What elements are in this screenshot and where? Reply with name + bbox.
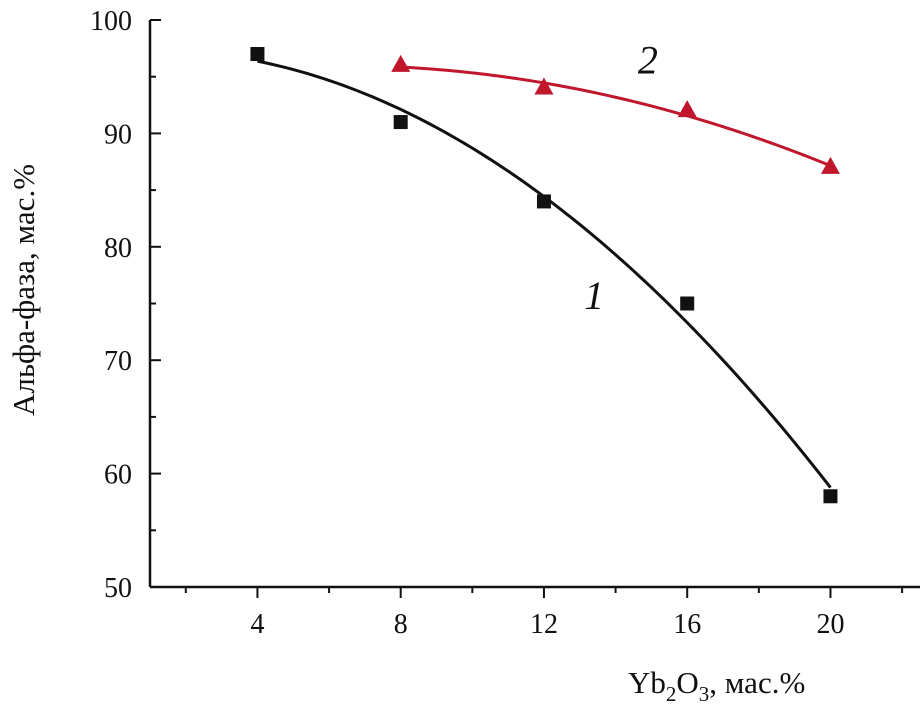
series-2-point bbox=[534, 77, 554, 95]
x-axis-title-main: Yb bbox=[628, 665, 666, 700]
y-tick-label: 70 bbox=[104, 346, 132, 377]
x-axis-title-sub2: 3 bbox=[699, 682, 710, 706]
y-axis-title: Альфа-фаза, мас.% bbox=[6, 164, 41, 416]
series-1-point bbox=[250, 47, 265, 62]
series-1-point bbox=[393, 115, 408, 130]
x-tick-label: 8 bbox=[394, 609, 408, 640]
series-2-point bbox=[820, 156, 840, 174]
x-axis-title-sub1: 2 bbox=[666, 682, 677, 706]
y-tick-label: 50 bbox=[104, 573, 132, 604]
x-tick-label: 20 bbox=[816, 609, 844, 640]
x-axis-title-mid: O bbox=[676, 665, 698, 700]
axes bbox=[148, 20, 920, 589]
series-2-point bbox=[391, 54, 411, 72]
x-tick-label: 12 bbox=[530, 609, 558, 640]
x-axis-title-tail: , мас.% bbox=[709, 665, 805, 700]
x-tick-label: 16 bbox=[673, 609, 701, 640]
tick-marks bbox=[150, 19, 904, 598]
series-2-curve bbox=[400, 65, 832, 168]
series-1-point bbox=[823, 489, 838, 504]
y-tick-label: 80 bbox=[104, 233, 132, 264]
x-axis-title: Yb2O3, мас.% bbox=[628, 665, 805, 706]
series-2-label: 2 bbox=[638, 37, 658, 82]
series-markers bbox=[250, 47, 840, 504]
series-2-point bbox=[677, 100, 697, 118]
series-curves bbox=[257, 59, 832, 489]
series-labels: 12 bbox=[584, 37, 658, 318]
series-1-curve bbox=[257, 59, 832, 489]
series-1-label: 1 bbox=[584, 273, 604, 318]
y-tick-label: 90 bbox=[104, 119, 132, 150]
series-1-point bbox=[536, 194, 551, 209]
series-1-point bbox=[680, 296, 695, 311]
y-tick-label: 60 bbox=[104, 460, 132, 491]
y-tick-label: 100 bbox=[90, 6, 132, 37]
x-tick-label: 4 bbox=[250, 609, 264, 640]
